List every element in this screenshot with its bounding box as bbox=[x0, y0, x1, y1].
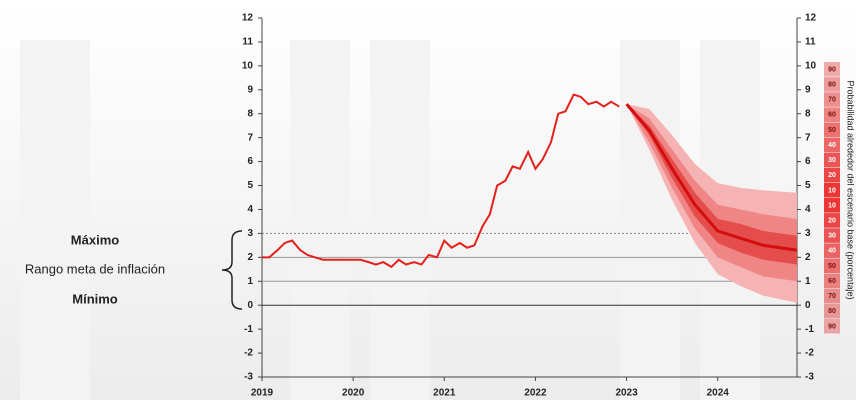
probability-cell bbox=[824, 303, 840, 319]
x-tick-label: 2023 bbox=[615, 388, 638, 399]
y2-tick-label: 12 bbox=[805, 13, 817, 24]
probability-label: 60 bbox=[828, 112, 836, 119]
y2-tick-label: 8 bbox=[805, 108, 811, 119]
probability-label: 20 bbox=[828, 218, 836, 225]
probability-label: 90 bbox=[828, 323, 836, 330]
probability-cell bbox=[824, 167, 840, 183]
probability-cell bbox=[824, 258, 840, 274]
y-tick-label: 5 bbox=[247, 180, 253, 191]
probability-label: 70 bbox=[828, 293, 836, 300]
probability-cell bbox=[824, 77, 840, 92]
y-tick-label: -3 bbox=[244, 372, 253, 383]
y2-tick-label: 11 bbox=[805, 37, 816, 48]
probability-label: 20 bbox=[828, 172, 836, 179]
probability-label: 60 bbox=[828, 278, 836, 285]
target-max-label: Máximo bbox=[71, 232, 119, 247]
target-min-label: Mínimo bbox=[72, 291, 118, 306]
y-tick-label: 6 bbox=[247, 156, 253, 167]
y2-tick-label: 2 bbox=[805, 252, 811, 263]
y-tick-label: 9 bbox=[247, 84, 253, 95]
series-line bbox=[262, 93, 620, 269]
y2-tick-label: 3 bbox=[805, 228, 811, 239]
probability-cell bbox=[824, 288, 840, 304]
probability-label: 10 bbox=[828, 187, 836, 194]
probability-label: 50 bbox=[828, 263, 836, 270]
y2-tick-label: 9 bbox=[805, 84, 811, 95]
probability-cell bbox=[824, 213, 840, 228]
probability-cell bbox=[824, 137, 840, 153]
probability-cell bbox=[824, 273, 840, 289]
y2-tick-label: -1 bbox=[805, 324, 814, 335]
probability-cell bbox=[824, 243, 840, 258]
y-tick-label: -1 bbox=[244, 324, 253, 335]
probability-cell bbox=[824, 182, 840, 198]
x-tick-label: 2024 bbox=[707, 388, 730, 399]
brace bbox=[221, 230, 243, 310]
y-tick-label: 3 bbox=[247, 228, 253, 239]
probability-cell bbox=[824, 62, 840, 77]
y-tick-label: 1 bbox=[247, 276, 253, 287]
y-tick-label: -2 bbox=[244, 348, 253, 359]
y-tick-label: 0 bbox=[247, 300, 253, 311]
x-tick-label: 2022 bbox=[524, 388, 547, 399]
probability-cell bbox=[824, 228, 840, 243]
probability-cell bbox=[824, 107, 840, 122]
y-tick-label: 8 bbox=[247, 108, 253, 119]
y2-tick-label: 10 bbox=[805, 61, 817, 72]
target-range-label: Rango meta de inflación bbox=[25, 261, 165, 276]
y2-tick-label: 4 bbox=[805, 204, 811, 215]
probability-cell bbox=[824, 122, 840, 138]
y2-tick-label: 1 bbox=[805, 276, 811, 287]
probability-label: 40 bbox=[828, 248, 836, 255]
y2-tick-label: 5 bbox=[805, 180, 811, 191]
y-tick-label: 12 bbox=[242, 13, 254, 24]
x-tick-label: 2019 bbox=[251, 388, 274, 399]
series-line bbox=[625, 103, 798, 252]
probability-cell bbox=[824, 92, 840, 107]
probability-label: 50 bbox=[828, 127, 836, 134]
probability-label: 70 bbox=[828, 97, 836, 104]
probability-label: 30 bbox=[828, 233, 836, 240]
probability-label: 40 bbox=[828, 142, 836, 149]
probability-label: 10 bbox=[828, 202, 836, 209]
y-tick-label: 2 bbox=[247, 252, 253, 263]
probability-label: 80 bbox=[828, 308, 836, 315]
y2-tick-label: -2 bbox=[805, 348, 814, 359]
x-tick-label: 2021 bbox=[433, 388, 456, 399]
probability-cell bbox=[824, 318, 840, 334]
y2-tick-label: 6 bbox=[805, 156, 811, 167]
y-tick-label: 10 bbox=[242, 61, 254, 72]
probability-title: Probabilidad alrededor del escenario bas… bbox=[846, 80, 856, 299]
probability-label: 30 bbox=[828, 157, 836, 164]
probability-label: 90 bbox=[828, 66, 836, 73]
y2-tick-label: -3 bbox=[805, 372, 814, 383]
y2-tick-label: 0 bbox=[805, 300, 811, 311]
y-tick-label: 7 bbox=[247, 132, 253, 143]
probability-cell bbox=[824, 198, 840, 213]
y2-tick-label: 7 bbox=[805, 132, 811, 143]
probability-cell bbox=[824, 152, 840, 168]
probability-label: 80 bbox=[828, 82, 836, 89]
y-tick-label: 11 bbox=[242, 37, 253, 48]
y-tick-label: 4 bbox=[247, 204, 253, 215]
x-tick-label: 2020 bbox=[342, 388, 365, 399]
